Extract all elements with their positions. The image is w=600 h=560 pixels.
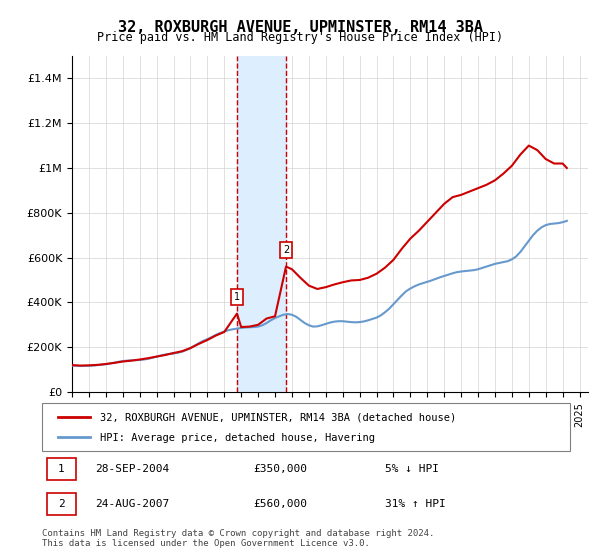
Text: HPI: Average price, detached house, Havering: HPI: Average price, detached house, Have… — [100, 433, 375, 444]
Text: Contains HM Land Registry data © Crown copyright and database right 2024.: Contains HM Land Registry data © Crown c… — [42, 529, 434, 538]
FancyBboxPatch shape — [47, 458, 76, 480]
FancyBboxPatch shape — [42, 403, 570, 451]
Text: 32, ROXBURGH AVENUE, UPMINSTER, RM14 3BA (detached house): 32, ROXBURGH AVENUE, UPMINSTER, RM14 3BA… — [100, 413, 457, 422]
Text: 24-AUG-2007: 24-AUG-2007 — [95, 499, 169, 509]
Text: 2: 2 — [283, 245, 289, 255]
FancyBboxPatch shape — [47, 493, 76, 515]
Text: 31% ↑ HPI: 31% ↑ HPI — [385, 499, 446, 509]
Text: £350,000: £350,000 — [253, 464, 307, 474]
Text: 2: 2 — [58, 499, 65, 509]
Bar — [237, 56, 286, 392]
Text: 1: 1 — [58, 464, 65, 474]
Text: 5% ↓ HPI: 5% ↓ HPI — [385, 464, 439, 474]
Text: 32, ROXBURGH AVENUE, UPMINSTER, RM14 3BA: 32, ROXBURGH AVENUE, UPMINSTER, RM14 3BA — [118, 20, 482, 35]
Text: Price paid vs. HM Land Registry's House Price Index (HPI): Price paid vs. HM Land Registry's House … — [97, 31, 503, 44]
Text: This data is licensed under the Open Government Licence v3.0.: This data is licensed under the Open Gov… — [42, 539, 370, 548]
Text: 1: 1 — [234, 292, 240, 302]
Text: £560,000: £560,000 — [253, 499, 307, 509]
Text: 28-SEP-2004: 28-SEP-2004 — [95, 464, 169, 474]
